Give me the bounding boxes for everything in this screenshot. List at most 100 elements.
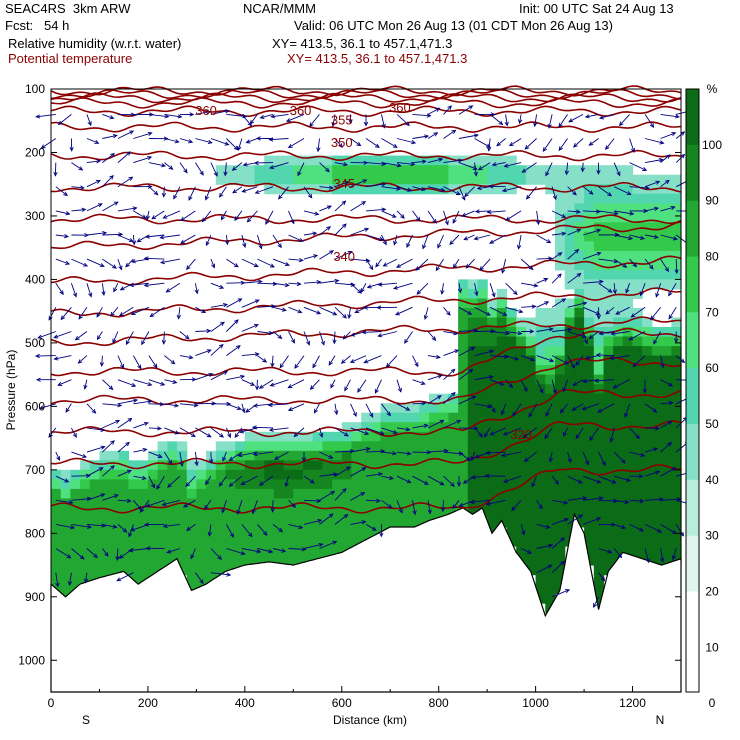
rh-cell [206, 488, 217, 499]
rh-cell [370, 460, 382, 471]
wind-vector [605, 306, 615, 315]
rh-cell [613, 184, 624, 195]
wind-vector [133, 475, 146, 480]
wind-vector [660, 402, 673, 405]
rh-cell [322, 546, 333, 557]
wind-vector-head [219, 192, 224, 198]
y-tick-label: 100 [25, 82, 45, 96]
wind-vector-head [593, 603, 598, 609]
rh-cell [361, 165, 372, 176]
wind-vector [102, 153, 115, 163]
wind-vector-head [667, 420, 673, 425]
rh-cell [429, 174, 440, 185]
wind-vector [117, 524, 127, 533]
wind-vector [226, 403, 241, 410]
wind-vector-head [145, 503, 151, 508]
rh-cell [390, 498, 401, 509]
rh-cell [545, 517, 556, 528]
rh-cell [555, 555, 566, 566]
rh-cell [496, 412, 508, 423]
rh-cell [99, 555, 110, 566]
wind-vector [458, 329, 477, 332]
rh-cell [545, 574, 556, 585]
rh-cell [477, 174, 488, 185]
rh-cell [506, 507, 517, 518]
wind-vector-head [224, 141, 230, 146]
rh-cell [283, 517, 294, 528]
rh-cell [613, 536, 624, 547]
rh-cell [225, 488, 236, 499]
wind-vector-head [233, 263, 239, 268]
rh-cell [574, 488, 585, 499]
rh-cell [535, 498, 546, 509]
wind-vector-head [395, 311, 401, 316]
rh-cell [312, 546, 323, 557]
wind-vector-head [435, 266, 440, 272]
wind-vector [252, 426, 274, 429]
wind-vector [567, 475, 583, 484]
rh-cell [516, 336, 527, 347]
rh-cell [622, 469, 634, 480]
rh-cell [244, 527, 256, 538]
rh-cell [574, 250, 585, 261]
rh-cell [332, 546, 343, 557]
rh-cell [593, 555, 605, 566]
rh-cell [467, 288, 479, 299]
wind-vector [492, 162, 506, 166]
rh-cell [584, 450, 595, 461]
wind-vector [582, 517, 601, 525]
rh-cell [671, 184, 682, 195]
wind-vector [319, 541, 337, 549]
rh-cell [370, 498, 382, 509]
rh-cell [361, 412, 372, 423]
wind-vector [145, 234, 165, 238]
rh-cell [341, 431, 353, 442]
rh-cell [516, 346, 527, 357]
wind-vector-head [468, 105, 474, 110]
wind-vector [474, 350, 494, 357]
wind-vector [435, 258, 444, 271]
wind-vector [71, 209, 86, 212]
rh-cell [283, 536, 294, 547]
rh-cell [564, 336, 575, 347]
wind-vector-head [664, 267, 669, 273]
wind-vector [582, 186, 594, 195]
wind-vector [241, 379, 255, 386]
wind-vector-head [375, 498, 381, 503]
wind-vector [309, 114, 320, 127]
wind-vector-head [240, 374, 246, 379]
wind-vector-head [141, 340, 146, 346]
rh-cell [535, 317, 546, 328]
wind-vector [381, 499, 392, 509]
wind-vector [593, 596, 600, 608]
rh-cell [603, 403, 614, 414]
wind-vector-head [151, 215, 157, 220]
wind-vector-head [163, 136, 169, 141]
wind-vector-head [479, 266, 484, 271]
wind-vector-head [369, 412, 374, 418]
wind-vector [427, 132, 438, 139]
rh-cell [545, 412, 556, 423]
rh-cell [545, 593, 556, 604]
rh-cell [545, 450, 556, 461]
wind-vector [486, 451, 506, 454]
wind-vector-head [342, 314, 347, 319]
wind-vector [332, 114, 336, 127]
wind-vector-head [578, 514, 584, 519]
wind-vector [188, 186, 196, 201]
rh-cell [516, 327, 527, 338]
rh-cell [351, 184, 362, 195]
wind-vector-head [290, 338, 295, 344]
rh-cell [60, 574, 71, 585]
wind-vector-head [213, 171, 218, 177]
wind-vector [613, 186, 631, 195]
rh-cell [555, 498, 566, 509]
wind-vector [86, 232, 107, 236]
wind-vector [257, 355, 267, 363]
wind-vector-head [281, 307, 287, 312]
wind-vector-head [563, 500, 569, 505]
wind-vector [644, 523, 662, 533]
wind-vector [232, 162, 243, 171]
rh-cell [157, 450, 168, 461]
rh-cell [506, 403, 517, 414]
